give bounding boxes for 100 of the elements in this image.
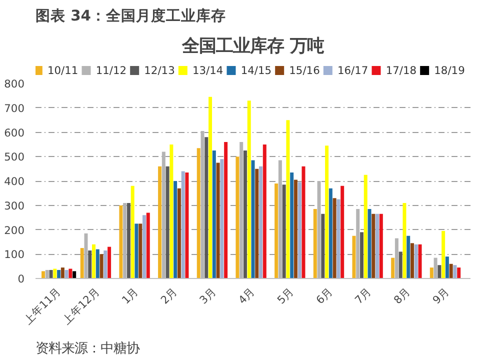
bar <box>360 232 364 278</box>
bar <box>142 215 146 278</box>
x-tick-label: 9月 <box>430 284 452 307</box>
y-tick-label: 0 <box>18 272 25 286</box>
x-tick-label: 5月 <box>274 284 296 307</box>
bar <box>130 186 134 278</box>
legend-label: 11/12 <box>96 64 127 77</box>
bar <box>418 244 422 278</box>
x-tick-label: 6月 <box>314 284 336 307</box>
x-tick-label: 8月 <box>391 284 413 307</box>
legend-label: 18/19 <box>434 64 466 77</box>
bar <box>212 150 216 278</box>
bar <box>255 168 259 278</box>
bar <box>185 172 189 278</box>
bar <box>391 258 395 278</box>
x-tick-label: 3月 <box>196 284 219 307</box>
bar <box>262 144 266 278</box>
bar <box>410 243 414 278</box>
chart-subtitle: 全国工业库存 万吨 <box>180 36 324 56</box>
bar <box>406 236 410 278</box>
bar <box>166 166 170 278</box>
bar <box>328 188 332 278</box>
bar <box>414 244 418 278</box>
legend-label: 12/13 <box>144 64 175 77</box>
bar <box>243 150 247 278</box>
bar <box>282 184 286 278</box>
text: 资料来源：中糖协 <box>36 342 140 356</box>
legend-label: 10/11 <box>47 64 78 77</box>
bar <box>146 212 150 278</box>
bar <box>49 270 53 278</box>
bar <box>259 166 263 278</box>
bar <box>236 156 240 278</box>
bar <box>220 159 224 278</box>
bar <box>294 180 298 278</box>
bar <box>368 209 372 278</box>
bar <box>60 268 64 278</box>
bar <box>302 166 306 278</box>
bar <box>445 256 449 278</box>
bar <box>398 252 402 278</box>
bar <box>290 172 294 278</box>
legend-label: 17/18 <box>386 64 417 77</box>
bar <box>364 174 368 278</box>
bar <box>177 188 181 278</box>
bar <box>100 254 104 278</box>
bar <box>352 236 356 278</box>
legend-label: 16/17 <box>337 64 368 77</box>
bar <box>181 171 185 278</box>
bar <box>298 182 302 278</box>
bar <box>42 271 46 278</box>
x-tick-label: 1月 <box>119 284 142 307</box>
legend-label: 13/14 <box>192 64 224 77</box>
bar <box>376 214 380 278</box>
bar <box>204 137 208 278</box>
bar <box>126 202 130 278</box>
bar <box>321 214 325 278</box>
bar <box>64 270 68 278</box>
bar <box>438 265 442 278</box>
bar <box>170 144 174 278</box>
bar <box>104 250 108 278</box>
bar <box>196 148 200 278</box>
bar <box>457 268 461 278</box>
bar <box>119 205 123 278</box>
bar <box>158 166 162 278</box>
bar <box>332 198 336 278</box>
y-tick-label: 600 <box>4 126 25 140</box>
bar <box>174 181 178 278</box>
bar <box>247 100 251 278</box>
y-tick-label: 300 <box>4 199 25 212</box>
bar <box>53 268 57 278</box>
x-tick-label: 7月 <box>352 284 374 307</box>
bar <box>430 268 434 278</box>
y-tick-label: 400 <box>4 175 25 188</box>
bar <box>134 224 138 278</box>
bar <box>453 265 457 278</box>
bar <box>449 264 453 278</box>
y-tick-label: 700 <box>4 102 25 115</box>
y-tick-label: 800 <box>4 78 25 90</box>
bar <box>108 246 112 278</box>
bar <box>286 120 290 278</box>
bar <box>68 268 72 278</box>
x-tick-label: 4月 <box>236 284 258 307</box>
bar <box>92 244 96 278</box>
bar <box>224 142 228 278</box>
bar <box>208 96 212 278</box>
bar <box>325 146 329 278</box>
y-tick-label: 200 <box>4 224 25 237</box>
bar <box>216 162 220 278</box>
bar <box>372 214 376 278</box>
x-tick-label: 2月 <box>158 284 180 307</box>
legend-label: 14/15 <box>240 64 272 77</box>
bar <box>274 183 278 278</box>
bar <box>80 248 84 278</box>
bar <box>313 209 317 278</box>
legend-label: 15/16 <box>289 64 320 77</box>
bar <box>340 186 344 278</box>
bar <box>57 270 61 278</box>
bar <box>72 271 76 278</box>
y-tick-label: 100 <box>4 248 25 262</box>
bar <box>88 250 92 278</box>
bar <box>442 230 446 278</box>
